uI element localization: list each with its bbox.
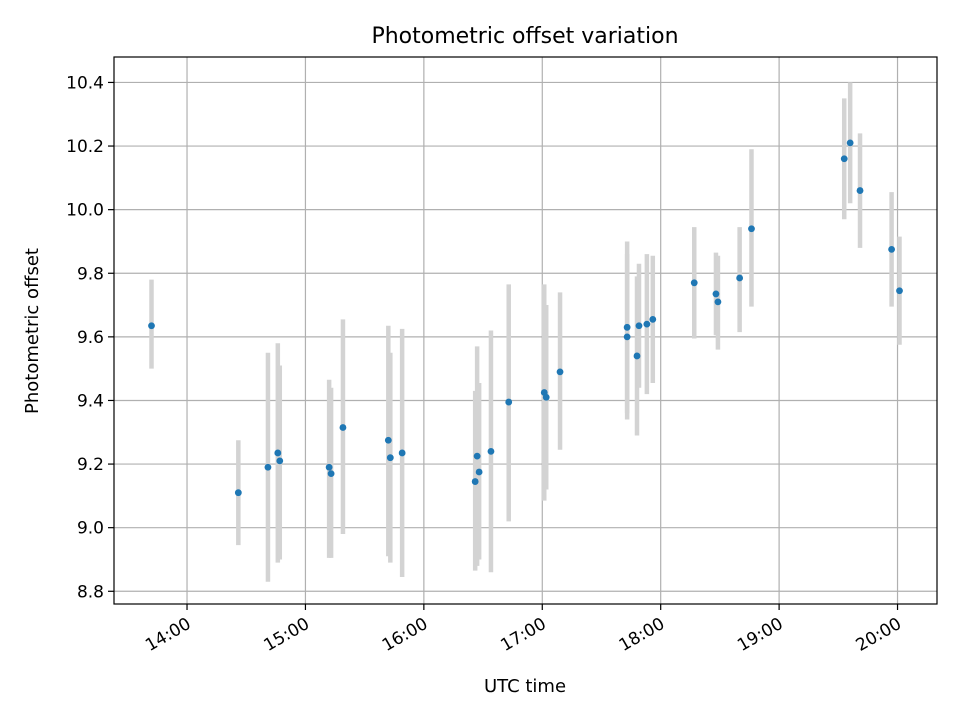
y-tick-label: 10.0 [66,201,104,221]
data-point [274,449,282,457]
data-point [471,478,479,485]
data-point [148,322,155,330]
data-point [736,274,744,282]
data-point [386,454,394,462]
data-point [327,470,335,478]
data-point [896,287,903,295]
data-point [635,322,643,330]
data-point [690,279,698,287]
y-axis-ticks: 8.8 9.0 9.2 9.4 9.6 9.8 10.0 10.2 10.4 [66,73,114,602]
data-point [712,290,720,298]
data-point [633,352,641,360]
data-point [475,468,483,476]
data-point [542,393,550,401]
x-axis-label: UTC time [484,676,566,697]
data-point [840,155,848,163]
data-point [556,368,564,376]
data-points [148,139,903,497]
data-point [473,452,481,460]
data-point [846,139,854,147]
y-tick-label: 9.2 [77,455,104,475]
y-axis-label: Photometric offset [22,248,43,414]
data-point [888,246,896,253]
data-point [505,398,513,406]
data-point [623,333,631,341]
y-tick-label: 10.4 [66,73,104,93]
data-point [748,225,755,233]
data-point [487,447,495,455]
y-tick-label: 9.4 [77,391,104,411]
y-tick-label: 9.8 [77,264,104,284]
y-tick-label: 9.0 [77,519,104,539]
y-tick-label: 10.2 [66,137,104,157]
plot-frame [113,56,938,605]
data-point [234,489,242,497]
data-point [643,320,651,328]
y-tick-label: 9.6 [77,328,104,348]
plot-area [114,57,937,604]
data-point [856,187,864,194]
data-point [623,323,631,331]
chart-title: Photometric offset variation [371,24,678,49]
data-point [384,436,392,444]
data-point [264,463,272,471]
data-point [339,424,347,431]
data-point [398,449,406,457]
data-point [325,463,333,471]
data-point [649,315,657,323]
data-point [276,457,284,465]
y-tick-label: 8.8 [77,582,104,602]
data-point [714,298,722,306]
